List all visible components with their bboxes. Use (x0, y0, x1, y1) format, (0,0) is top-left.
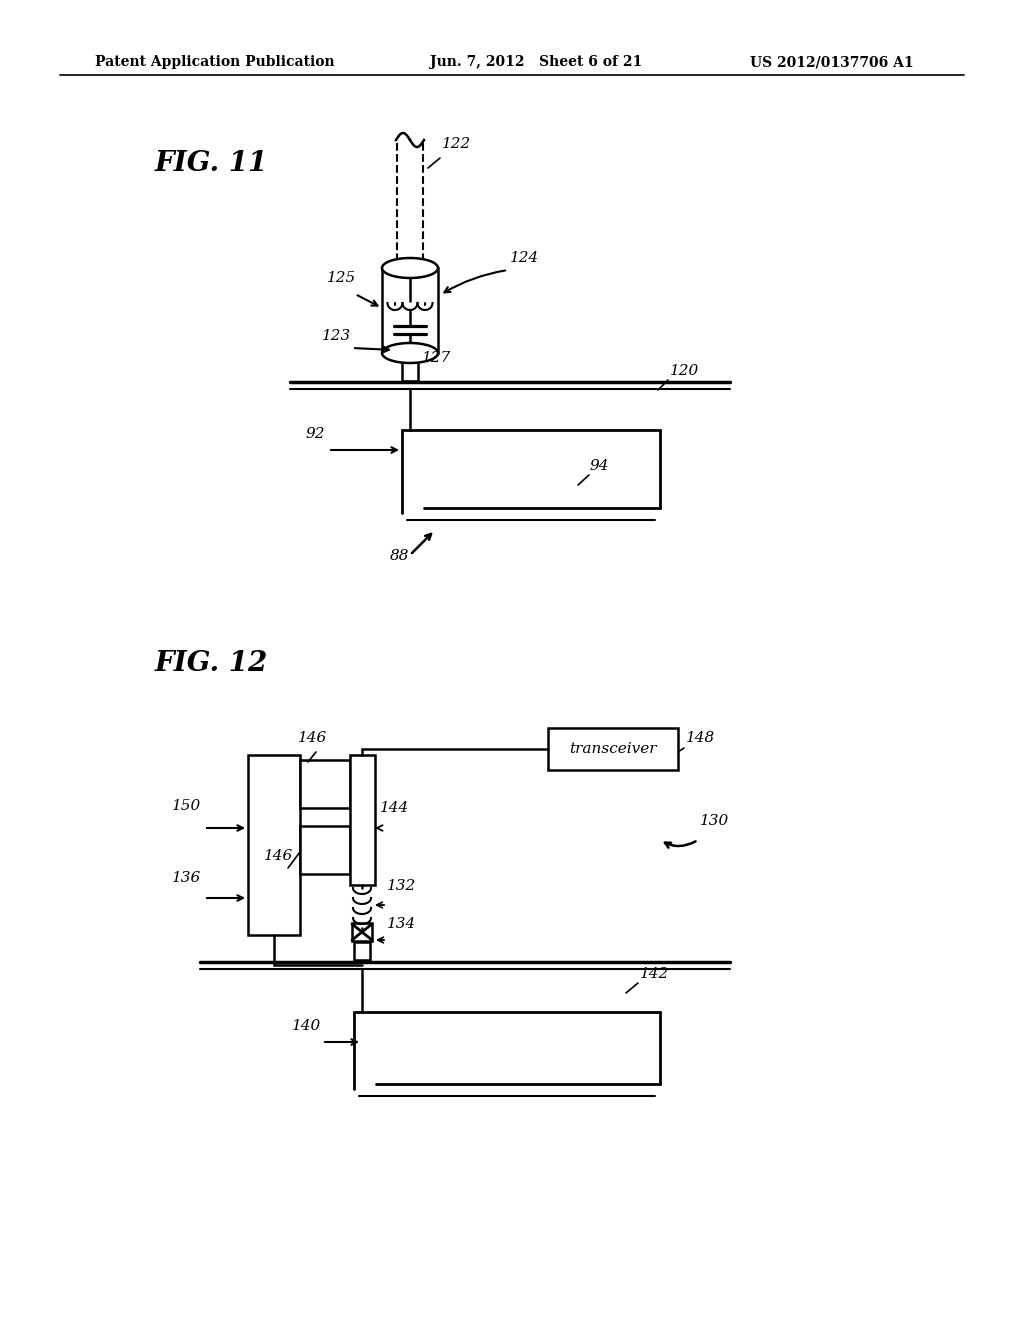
Text: 92: 92 (305, 426, 325, 441)
Text: 94: 94 (590, 459, 609, 473)
Text: 120: 120 (670, 364, 699, 378)
Text: 127: 127 (422, 351, 452, 366)
Text: 125: 125 (327, 271, 356, 285)
Text: 130: 130 (700, 814, 729, 828)
Text: 140: 140 (292, 1019, 322, 1034)
Text: 146: 146 (264, 849, 293, 863)
Bar (352, 923, 372, 941)
Text: 134: 134 (387, 917, 416, 931)
Ellipse shape (382, 257, 438, 279)
Text: Patent Application Publication: Patent Application Publication (95, 55, 335, 69)
Text: 144: 144 (380, 801, 410, 814)
Bar (382, 268, 438, 352)
Text: 136: 136 (172, 871, 202, 884)
Text: 124: 124 (510, 251, 540, 265)
Bar (548, 729, 678, 770)
Bar (350, 755, 375, 884)
Bar (354, 942, 370, 960)
Ellipse shape (382, 343, 438, 363)
Text: US 2012/0137706 A1: US 2012/0137706 A1 (750, 55, 913, 69)
Text: 146: 146 (298, 731, 328, 744)
Text: 132: 132 (387, 879, 416, 894)
Text: 88: 88 (390, 549, 410, 564)
Text: 122: 122 (442, 137, 471, 150)
Bar (248, 755, 300, 935)
Bar (300, 826, 350, 874)
Text: 148: 148 (686, 731, 715, 744)
Text: 123: 123 (322, 329, 351, 343)
Text: Jun. 7, 2012   Sheet 6 of 21: Jun. 7, 2012 Sheet 6 of 21 (430, 55, 642, 69)
Bar (402, 360, 418, 381)
Text: 150: 150 (172, 799, 202, 813)
Text: 142: 142 (640, 968, 670, 981)
Text: FIG. 12: FIG. 12 (155, 649, 268, 677)
Text: FIG. 11: FIG. 11 (155, 150, 268, 177)
Text: transceiver: transceiver (569, 742, 656, 756)
Bar (300, 760, 350, 808)
